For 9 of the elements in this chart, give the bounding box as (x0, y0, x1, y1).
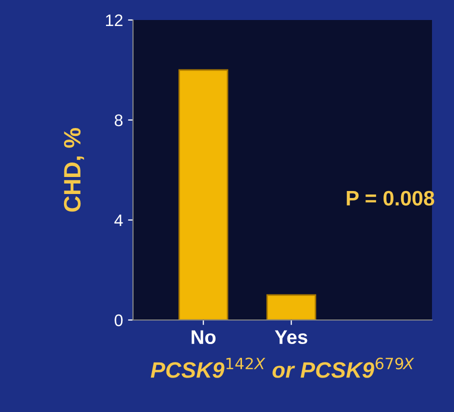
x-tick-label: Yes (274, 330, 308, 344)
y-tick-label: 0 (114, 314, 123, 326)
x-tick-label: No (192, 330, 216, 344)
y-axis-title: CHD, % (64, 128, 84, 212)
y-tick-label: 12 (106, 14, 122, 26)
y-tick-label: 4 (114, 214, 123, 226)
y-tick-label: 8 (114, 114, 123, 126)
text: P = 0.008 (346, 190, 434, 206)
x-axis-title: PCSK9$^{142X}$ or PCSK9$^{679X}$ (150, 358, 414, 378)
